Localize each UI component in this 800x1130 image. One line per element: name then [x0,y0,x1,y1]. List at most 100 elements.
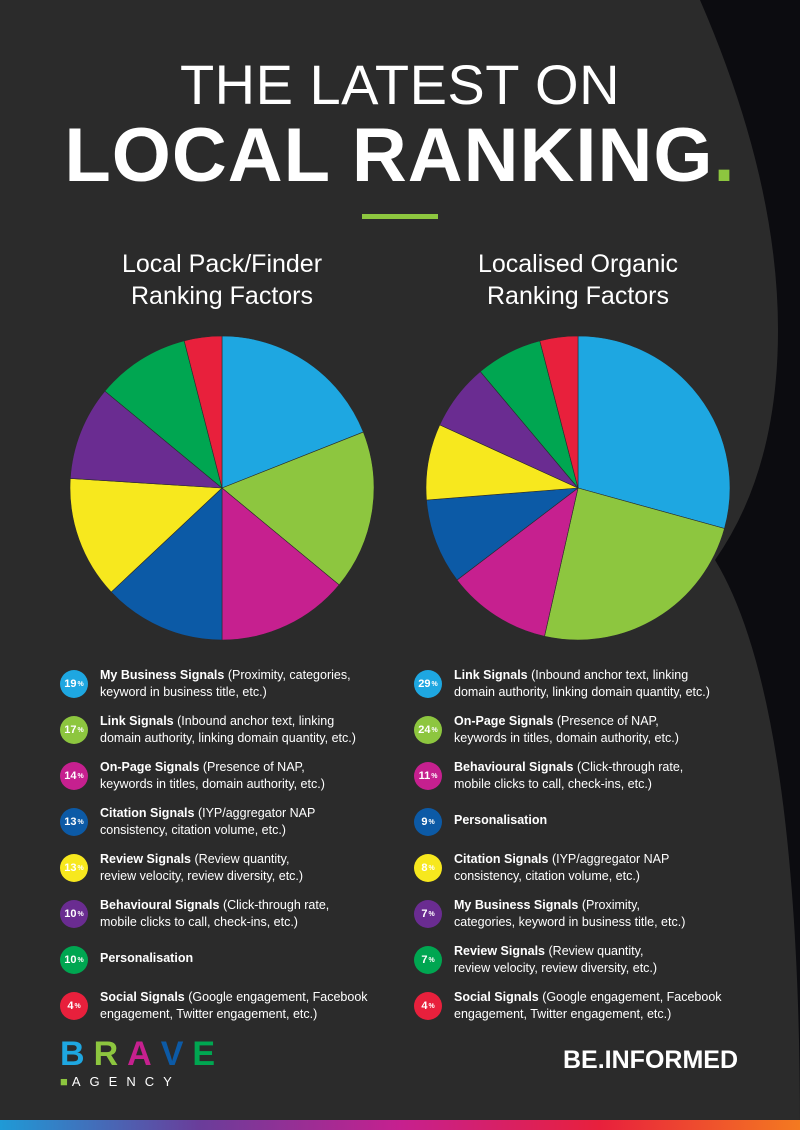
legend-value-unit: % [77,864,84,872]
logo-letter: B [60,1035,94,1073]
pie-slice-link-signals [577,335,731,529]
legend-description: (Inbound anchor text, linking [177,714,335,728]
legend-item: 10% Personalisation [60,940,400,986]
legend-description: review velocity, review diversity, etc.) [454,961,658,975]
legend-item: 29% Link Signals (Inbound anchor text, li… [414,664,754,710]
legend-description: keywords in titles, domain authority, et… [100,777,325,791]
legend-text: On-Page Signals (Presence of NAP, keyword… [100,756,325,793]
legend-value-unit: % [431,772,438,780]
legend-item: 4% Social Signals (Google engagement, Fac… [414,986,754,1032]
legend-item: 9% Personalisation [414,802,754,848]
brave-agency-logo: BRAVE ■AGENCY [60,1036,224,1089]
legend-description: consistency, citation volume, etc.) [454,869,640,883]
legend-description: (Google engagement, Facebook [542,990,722,1004]
legend-description: review velocity, review diversity, etc.) [100,869,304,883]
legend-value: 7 [421,954,428,966]
legend-description: categories, keyword in business title, e… [454,915,686,929]
title-divider [362,214,438,219]
legend-description: (Review quantity, [548,944,644,958]
legend-description: domain authority, linking domain quantit… [454,685,710,699]
legend-item: 11% Behavioural Signals (Click-through ra… [414,756,754,802]
legend-item: 13% Review Signals (Review quantity, revie… [60,848,400,894]
legend-description: domain authority, linking domain quantit… [100,731,356,745]
legend-label: Citation Signals [454,852,549,866]
legend-value-unit: % [428,956,435,964]
title-dot: . [713,113,736,198]
legend-label: Behavioural Signals [100,898,220,912]
legend-text: Citation Signals (IYP/aggregator NAP cons… [100,802,315,839]
chart-title-line: Ranking Factors [130,282,314,310]
legend-value-badge: 13% [60,854,88,882]
pie-slice-social-signals [183,335,223,489]
pie-slice-social-signals [539,335,579,489]
legend-description: mobile clicks to call, check-ins, etc.) [454,777,652,791]
legend-description: (Proximity, [581,898,640,912]
legend-label: Personalisation [100,951,194,965]
legend-label: Behavioural Signals [454,760,574,774]
chart-title-localised-organic: Localised Organic Ranking Factors [418,248,738,312]
legend-value-unit: % [77,910,84,918]
legend-description: engagement, Twitter engagement, etc.) [454,1007,672,1021]
legend-value: 4 [67,1000,74,1012]
legend-description: (Google engagement, Facebook [188,990,368,1004]
legend-text: My Business Signals (Proximity, categori… [100,664,351,701]
legend-value: 17 [64,724,77,736]
legend-description: (Review quantity, [194,852,290,866]
legend-value-badge: 13% [60,808,88,836]
legend-description: consistency, citation volume, etc.) [100,823,286,837]
legend-description: (Presence of NAP, [556,714,659,728]
pie-slice-citation-signals [110,487,223,641]
legend-text: Personalisation [100,940,193,967]
legend-description: (Click-through rate, [576,760,684,774]
logo-letter: V [160,1035,193,1073]
legend-value: 8 [421,862,428,874]
logo-letter: E [192,1035,225,1073]
legend-local-pack: 19% My Business Signals (Proximity, categ… [60,664,400,1032]
legend-value-badge: 14% [60,762,88,790]
legend-value: 7 [421,908,428,920]
legend-label: On-Page Signals [454,714,554,728]
legend-label: Personalisation [454,813,548,827]
legend-value-unit: % [428,818,435,826]
legend-value-badge: 11% [414,762,442,790]
legend-value-badge: 19% [60,670,88,698]
legend-value: 29 [418,678,431,690]
legend-value: 10 [64,908,77,920]
legend-text: Citation Signals (IYP/aggregator NAP cons… [454,848,669,885]
pie-slice-review-signals [69,478,223,593]
logo-subtitle: ■AGENCY [60,1074,224,1089]
legend-value: 14 [64,770,77,782]
chart-title-line: Local Pack/Finder [121,250,323,278]
legend-text: My Business Signals (Proximity, categorie… [454,894,685,931]
logo-letter: R [93,1035,128,1073]
legend-description: (Inbound anchor text, linking [531,668,689,682]
legend-value: 11 [418,770,431,782]
legend-value-badge: 17% [60,716,88,744]
legend-value-unit: % [74,1002,81,1010]
legend-text: Social Signals (Google engagement, Faceb… [454,986,722,1023]
legend-value-unit: % [428,910,435,918]
legend-item: 7% Review Signals (Review quantity, review… [414,940,754,986]
legend-text: On-Page Signals (Presence of NAP, keyword… [454,710,679,747]
legend-value-unit: % [431,726,438,734]
legend-text: Behavioural Signals (Click-through rate,… [100,894,329,931]
legend-description: keywords in titles, domain authority, et… [454,731,679,745]
legend-value: 4 [421,1000,428,1012]
legend-value-unit: % [77,772,84,780]
legend-value-badge: 24% [414,716,442,744]
legend-value-badge: 4% [60,992,88,1020]
legend-item: 19% My Business Signals (Proximity, categ… [60,664,400,710]
legend-label: Social Signals [454,990,539,1004]
legend-value-badge: 8% [414,854,442,882]
pie-slice-my-business-signals [221,335,364,489]
legend-text: Behavioural Signals (Click-through rate,… [454,756,683,793]
title-line-2: LOCAL RANKING. [0,112,800,199]
pie-chart-localised-organic [425,335,731,641]
title-line-2-text: LOCAL RANKING [64,113,714,198]
legend-value: 13 [64,816,77,828]
legend-label: My Business Signals [454,898,579,912]
legend-value-unit: % [428,1002,435,1010]
legend-description: (IYP/aggregator NAP [551,852,670,866]
legend-description: (Presence of NAP, [202,760,305,774]
